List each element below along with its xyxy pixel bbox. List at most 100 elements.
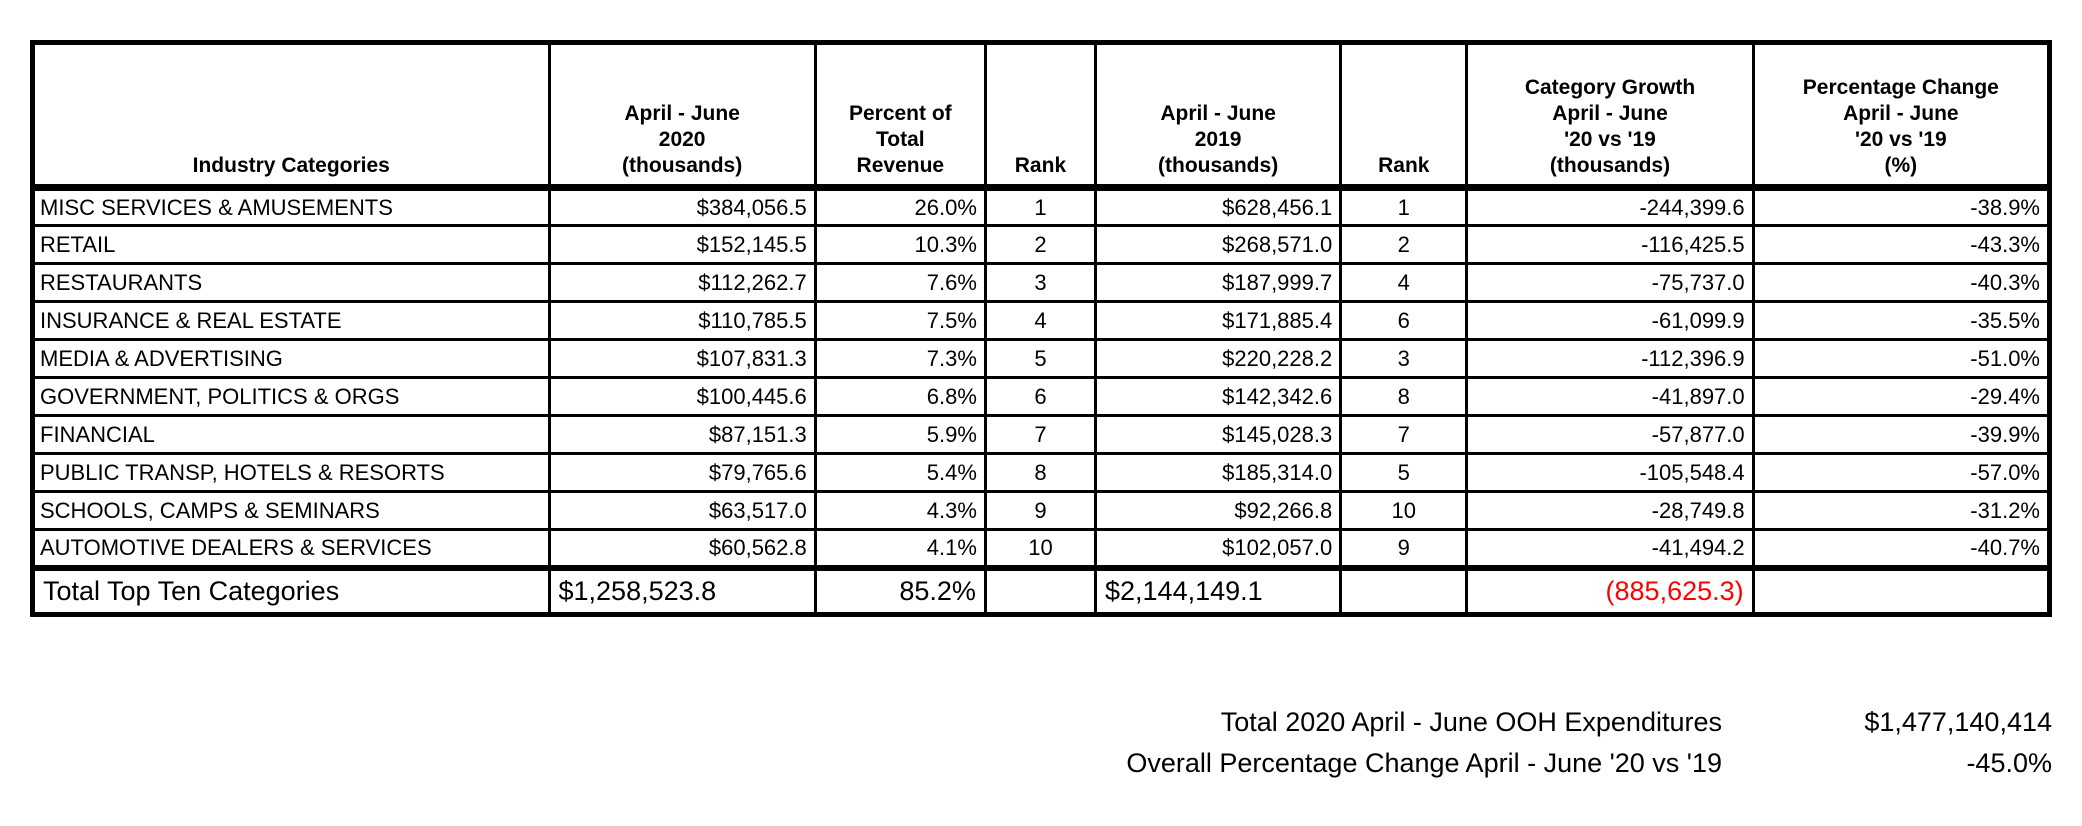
table-row: PUBLIC TRANSP, HOTELS & RESORTS $79,765.6… bbox=[31, 452, 2052, 493]
cell-2020-value: $79,765.6 bbox=[547, 452, 817, 493]
cell-2019-value: $185,314.0 bbox=[1093, 452, 1343, 493]
cell-pct-change: -38.9% bbox=[1751, 186, 2052, 227]
cell-rank-2019: 5 bbox=[1339, 452, 1469, 493]
table-header: Industry Categories April - June 2020 (t… bbox=[31, 41, 2052, 191]
cell-industry: GOVERNMENT, POLITICS & ORGS bbox=[31, 376, 551, 417]
cell-growth: -57,877.0 bbox=[1465, 414, 1755, 455]
cell-rank-2019: 8 bbox=[1339, 376, 1469, 417]
industry-categories-table: Industry Categories April - June 2020 (t… bbox=[30, 40, 2052, 617]
total-2020-value-cell: $1,258,523.8 bbox=[547, 564, 817, 616]
cell-2019-value: $187,999.7 bbox=[1093, 262, 1343, 303]
cell-rank-2019: 9 bbox=[1339, 528, 1469, 569]
cell-2019-value: $145,028.3 bbox=[1093, 414, 1343, 455]
cell-2020-value: $384,056.5 bbox=[547, 186, 817, 227]
cell-2019-value: $628,456.1 bbox=[1093, 186, 1343, 227]
cell-percent: 7.3% bbox=[813, 338, 987, 379]
table-body: MISC SERVICES & AMUSEMENTS $384,056.5 26.0… bbox=[31, 186, 2052, 616]
header-percentage-change: Percentage Change April - June '20 vs '1… bbox=[1751, 41, 2052, 191]
table-row: FINANCIAL $87,151.3 5.9% 7 $145,028.3 7 -57,87… bbox=[31, 414, 2052, 455]
table-row: RETAIL $152,145.5 10.3% 2 $268,571.0 2 -116,42… bbox=[31, 224, 2052, 265]
cell-industry: MISC SERVICES & AMUSEMENTS bbox=[31, 186, 551, 227]
cell-2020-value: $87,151.3 bbox=[547, 414, 817, 455]
cell-pct-change: -43.3% bbox=[1751, 224, 2052, 265]
cell-2019-value: $142,342.6 bbox=[1093, 376, 1343, 417]
total-2019-value-cell: $2,144,149.1 bbox=[1093, 564, 1343, 616]
total-rank-2020-cell bbox=[983, 564, 1098, 616]
cell-rank-2019: 2 bbox=[1339, 224, 1469, 265]
cell-2020-value: $63,517.0 bbox=[547, 490, 817, 531]
cell-pct-change: -29.4% bbox=[1751, 376, 2052, 417]
cell-growth: -112,396.9 bbox=[1465, 338, 1755, 379]
cell-growth: -41,897.0 bbox=[1465, 376, 1755, 417]
cell-rank-2019: 4 bbox=[1339, 262, 1469, 303]
cell-pct-change: -40.7% bbox=[1751, 528, 2052, 569]
total-growth-cell: (885,625.3) bbox=[1465, 564, 1755, 616]
table-row: AUTOMOTIVE DEALERS & SERVICES $60,562.8 4.… bbox=[31, 528, 2052, 569]
table-row: MISC SERVICES & AMUSEMENTS $384,056.5 26.0… bbox=[31, 186, 2052, 227]
cell-rank-2020: 9 bbox=[983, 490, 1098, 531]
cell-rank-2020: 7 bbox=[983, 414, 1098, 455]
cell-rank-2020: 8 bbox=[983, 452, 1098, 493]
table-row: MEDIA & ADVERTISING $107,831.3 7.3% 5 $220,2… bbox=[31, 338, 2052, 379]
cell-growth: -41,494.2 bbox=[1465, 528, 1755, 569]
cell-growth: -244,399.6 bbox=[1465, 186, 1755, 227]
total-rank-2019-cell bbox=[1339, 564, 1469, 616]
summary-line-total-expenditures: Total 2020 April - June OOH Expenditures… bbox=[0, 702, 2052, 743]
cell-industry: SCHOOLS, CAMPS & SEMINARS bbox=[31, 490, 551, 531]
cell-2020-value: $100,445.6 bbox=[547, 376, 817, 417]
cell-percent: 5.4% bbox=[813, 452, 987, 493]
cell-growth: -105,548.4 bbox=[1465, 452, 1755, 493]
header-percent-of-revenue: Percent of Total Revenue bbox=[813, 41, 987, 191]
cell-2020-value: $112,262.7 bbox=[547, 262, 817, 303]
cell-growth: -28,749.8 bbox=[1465, 490, 1755, 531]
cell-rank-2020: 6 bbox=[983, 376, 1098, 417]
cell-growth: -61,099.9 bbox=[1465, 300, 1755, 341]
cell-industry: RESTAURANTS bbox=[31, 262, 551, 303]
cell-percent: 5.9% bbox=[813, 414, 987, 455]
table-row: GOVERNMENT, POLITICS & ORGS $100,445.6 6.8… bbox=[31, 376, 2052, 417]
cell-pct-change: -31.2% bbox=[1751, 490, 2052, 531]
cell-rank-2019: 10 bbox=[1339, 490, 1469, 531]
cell-rank-2020: 4 bbox=[983, 300, 1098, 341]
cell-rank-2019: 7 bbox=[1339, 414, 1469, 455]
cell-rank-2019: 6 bbox=[1339, 300, 1469, 341]
summary-total-label: Total 2020 April - June OOH Expenditures bbox=[1220, 707, 1722, 737]
table-row: SCHOOLS, CAMPS & SEMINARS $63,517.0 4.3% 9 $… bbox=[31, 490, 2052, 531]
cell-pct-change: -57.0% bbox=[1751, 452, 2052, 493]
cell-rank-2020: 1 bbox=[983, 186, 1098, 227]
cell-percent: 4.1% bbox=[813, 528, 987, 569]
cell-2019-value: $171,885.4 bbox=[1093, 300, 1343, 341]
cell-rank-2020: 2 bbox=[983, 224, 1098, 265]
cell-industry: RETAIL bbox=[31, 224, 551, 265]
cell-growth: -75,737.0 bbox=[1465, 262, 1755, 303]
cell-2019-value: $102,057.0 bbox=[1093, 528, 1343, 569]
cell-rank-2020: 5 bbox=[983, 338, 1098, 379]
cell-rank-2020: 10 bbox=[983, 528, 1098, 569]
total-label-cell: Total Top Ten Categories bbox=[31, 564, 551, 616]
header-2020-thousands: April - June 2020 (thousands) bbox=[547, 41, 817, 191]
cell-2019-value: $220,228.2 bbox=[1093, 338, 1343, 379]
summary-block: Total 2020 April - June OOH Expenditures… bbox=[0, 702, 2052, 784]
cell-pct-change: -39.9% bbox=[1751, 414, 2052, 455]
cell-pct-change: -40.3% bbox=[1751, 262, 2052, 303]
cell-percent: 7.6% bbox=[813, 262, 987, 303]
total-pct-change-cell bbox=[1751, 564, 2052, 616]
cell-growth: -116,425.5 bbox=[1465, 224, 1755, 265]
cell-rank-2019: 3 bbox=[1339, 338, 1469, 379]
cell-2020-value: $60,562.8 bbox=[547, 528, 817, 569]
header-rank-2019: Rank bbox=[1339, 41, 1469, 191]
cell-industry: FINANCIAL bbox=[31, 414, 551, 455]
cell-2019-value: $268,571.0 bbox=[1093, 224, 1343, 265]
cell-rank-2019: 1 bbox=[1339, 186, 1469, 227]
cell-industry: MEDIA & ADVERTISING bbox=[31, 338, 551, 379]
cell-percent: 10.3% bbox=[813, 224, 987, 265]
summary-total-value: $1,477,140,414 bbox=[1864, 707, 2052, 737]
table-row: RESTAURANTS $112,262.7 7.6% 3 $187,999.7 4 -75… bbox=[31, 262, 2052, 303]
header-row: Industry Categories April - June 2020 (t… bbox=[31, 41, 2052, 191]
summary-change-label: Overall Percentage Change April - June '… bbox=[1126, 748, 1722, 778]
cell-industry: AUTOMOTIVE DEALERS & SERVICES bbox=[31, 528, 551, 569]
total-row: Total Top Ten Categories $1,258,523.8 85… bbox=[31, 564, 2052, 616]
summary-line-overall-change: Overall Percentage Change April - June '… bbox=[0, 743, 2052, 784]
cell-2020-value: $152,145.5 bbox=[547, 224, 817, 265]
